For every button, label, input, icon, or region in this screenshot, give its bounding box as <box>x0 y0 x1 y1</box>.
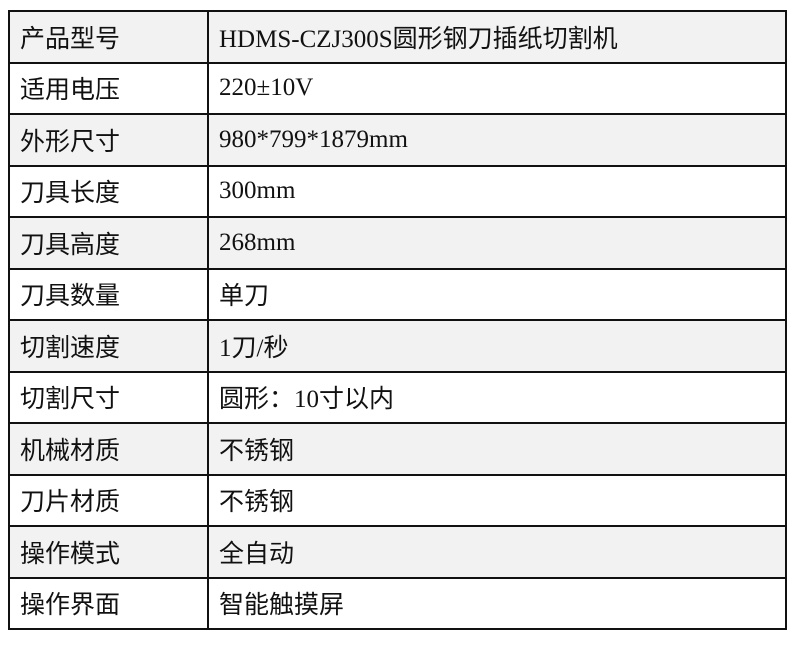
spec-value: 单刀 <box>207 267 787 321</box>
spec-value: 不锈钢 <box>207 473 787 527</box>
spec-value: 220±10V <box>207 61 787 115</box>
table-row: 机械材质 不锈钢 <box>8 422 787 476</box>
table-row: 刀具高度 268mm <box>8 216 787 270</box>
spec-label: 产品型号 <box>8 10 209 64</box>
table-row: 切割尺寸 圆形：10寸以内 <box>8 370 787 424</box>
table-row: 外形尺寸 980*799*1879mm <box>8 113 787 167</box>
spec-value: 268mm <box>207 216 787 270</box>
table-row: 刀片材质 不锈钢 <box>8 473 787 527</box>
spec-value: 圆形：10寸以内 <box>207 370 787 424</box>
spec-label: 切割尺寸 <box>8 370 209 424</box>
table-row: 适用电压 220±10V <box>8 61 787 115</box>
table-row: 操作模式 全自动 <box>8 525 787 579</box>
spec-label: 刀具长度 <box>8 164 209 218</box>
spec-label: 适用电压 <box>8 61 209 115</box>
spec-value: 不锈钢 <box>207 422 787 476</box>
spec-value: 980*799*1879mm <box>207 113 787 167</box>
spec-value: 1刀/秒 <box>207 319 787 373</box>
table-row: 操作界面 智能触摸屏 <box>8 576 787 630</box>
spec-label: 操作模式 <box>8 525 209 579</box>
table-row: 产品型号 HDMS-CZJ300S圆形钢刀插纸切割机 <box>8 10 787 64</box>
spec-label: 刀具数量 <box>8 267 209 321</box>
spec-value: 全自动 <box>207 525 787 579</box>
spec-value: 300mm <box>207 164 787 218</box>
spec-label: 刀具高度 <box>8 216 209 270</box>
spec-label: 外形尺寸 <box>8 113 209 167</box>
table-row: 切割速度 1刀/秒 <box>8 319 787 373</box>
spec-value: HDMS-CZJ300S圆形钢刀插纸切割机 <box>207 10 787 64</box>
table-row: 刀具数量 单刀 <box>8 267 787 321</box>
spec-label: 操作界面 <box>8 576 209 630</box>
spec-label: 机械材质 <box>8 422 209 476</box>
spec-label: 刀片材质 <box>8 473 209 527</box>
table-row: 刀具长度 300mm <box>8 164 787 218</box>
spec-table: 产品型号 HDMS-CZJ300S圆形钢刀插纸切割机 适用电压 220±10V 外形尺寸… <box>8 10 787 630</box>
spec-label: 切割速度 <box>8 319 209 373</box>
spec-value: 智能触摸屏 <box>207 576 787 630</box>
